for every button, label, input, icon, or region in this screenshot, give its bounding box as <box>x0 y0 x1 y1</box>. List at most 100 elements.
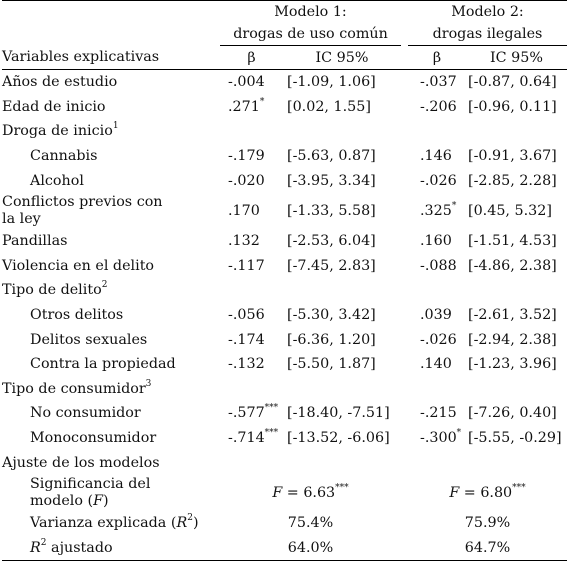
model1-ci: [-3.95, 3.34] <box>287 172 376 189</box>
model2-ci: [-4.86, 2.38] <box>468 257 557 274</box>
model1-ci: [-1.33, 5.58] <box>287 202 376 219</box>
model1-beta: -.020 <box>228 172 265 189</box>
model2-beta: -.037 <box>420 74 457 91</box>
model2-ci: [-7.26, 0.40] <box>468 405 557 422</box>
model1-beta-header: β <box>247 49 256 66</box>
model2-ci: [-1.51, 4.53] <box>468 233 557 250</box>
model1-beta: -.714*** <box>228 428 279 447</box>
table-row: Alcohol -.020 [-3.95, 3.34] -.026 [-2.85, 2.… <box>2 168 567 193</box>
model1-ci: [-5.50, 1.87] <box>287 356 376 373</box>
row-label: Violencia en el delito <box>2 257 155 274</box>
model1-ci-header: IC 95% <box>315 49 369 66</box>
model1-ci: [-6.36, 1.20] <box>287 331 376 348</box>
model1-ci: [-2.53, 6.04] <box>287 233 376 250</box>
row-label: Cannabis <box>30 148 98 165</box>
row-label: Tipo de delito2 <box>2 280 108 299</box>
table-row: Droga de inicio1 <box>2 119 567 144</box>
table-row: No consumidor -.577*** [-18.40, -7.51] -.21… <box>2 401 567 426</box>
model1-beta: -.056 <box>228 307 265 324</box>
row-label: No consumidor <box>30 405 141 422</box>
model1-adjusted-r2: 64.0% <box>287 539 334 556</box>
model1-beta: -.004 <box>228 74 265 91</box>
model2-variance: 75.9% <box>464 515 511 532</box>
table-row: Cannabis -.179 [-5.63, 0.87] .146 [-0.91, 3.… <box>2 144 567 169</box>
model2-ci: [-0.87, 0.64] <box>468 74 557 91</box>
significance-label: Significancia del modelo (F) <box>30 475 151 509</box>
model2-beta-header: β <box>432 49 442 66</box>
table-row: Años de estudio -.004 [-1.09, 1.06] -.037 [-… <box>2 70 567 95</box>
fit-section: Ajuste de los modelos Significancia del … <box>2 450 567 561</box>
row-label: Monoconsumidor <box>30 430 157 447</box>
table-row: Conflictos previos con la ley .170 [-1.33, … <box>2 193 567 229</box>
model1-subtitle: drogas de uso común <box>233 26 388 42</box>
model1-ci: [-18.40, -7.51] <box>287 405 390 422</box>
model2-ci: [0.45, 5.32] <box>468 202 552 219</box>
model1-beta: .132 <box>228 233 260 250</box>
row-label: Otros delitos <box>30 307 124 324</box>
model2-ci: [-1.23, 3.96] <box>468 356 557 373</box>
model2-beta: -.300* <box>420 428 462 447</box>
model1-ci: [-1.09, 1.06] <box>287 74 376 91</box>
model2-subtitle: drogas ilegales <box>432 26 543 42</box>
row-label: Pandillas <box>2 233 68 250</box>
model2-beta: -.206 <box>420 98 457 115</box>
model2-f-stat: F = 6.80*** <box>449 482 526 501</box>
model2-ci-header: IC 95% <box>490 49 543 66</box>
model2-adjusted-r2: 64.7% <box>464 539 511 556</box>
model2-header: Modelo 2: drogas ilegales <box>408 0 567 46</box>
model2-ci: [-0.91, 3.67] <box>468 148 557 165</box>
table-body: Años de estudio -.004 [-1.09, 1.06] -.037 [-… <box>2 70 567 451</box>
adjusted-r2-label: R2 ajustado <box>30 537 113 556</box>
model2-ci: [-2.85, 2.28] <box>468 172 557 189</box>
model2-beta: .325* <box>420 200 457 219</box>
table-row: Contra la propiedad -.132 [-5.50, 1.87] .14… <box>2 352 567 377</box>
table-row: Otros delitos -.056 [-5.30, 3.42] .039 [-2.6… <box>2 303 567 328</box>
row-label: Alcohol <box>30 172 84 189</box>
model1-beta: -.132 <box>228 356 265 373</box>
model1-ci: [0.02, 1.55] <box>287 98 371 115</box>
model1-ci: [-5.30, 3.42] <box>287 307 376 324</box>
model1-beta: -.174 <box>228 331 265 348</box>
table-row: Tipo de consumidor3 <box>2 377 567 402</box>
table-row: Violencia en el delito -.117 [-7.45, 2.83]… <box>2 254 567 279</box>
row-label: Droga de inicio1 <box>2 121 119 140</box>
row-label: Contra la propiedad <box>30 356 176 373</box>
table-row: Edad de inicio .271* [0.02, 1.55] -.206 [-0.… <box>2 95 567 120</box>
row-label: Edad de inicio <box>2 98 106 115</box>
model1-f-stat: F = 6.63*** <box>272 482 349 501</box>
model2-beta: -.215 <box>420 405 457 422</box>
model2-title: Modelo 2: <box>451 4 524 20</box>
model1-beta: -.577*** <box>228 403 279 422</box>
model2-ci: [-2.94, 2.38] <box>468 331 557 348</box>
table-row: Tipo de delito2 <box>2 278 567 303</box>
table-row: Delitos sexuales -.174 [-6.36, 1.20] -.026 [… <box>2 327 567 352</box>
model2-beta: -.088 <box>420 257 457 274</box>
variables-header: Variables explicativas <box>2 49 160 65</box>
model1-ci: [-5.63, 0.87] <box>287 148 376 165</box>
model1-header: Modelo 1: drogas de uso común <box>220 0 401 46</box>
model1-variance: 75.4% <box>287 515 334 532</box>
table-row: Monoconsumidor -.714*** [-13.52, -6.06] -.3… <box>2 426 567 451</box>
row-label: Tipo de consumidor3 <box>2 378 152 397</box>
model1-beta: -.179 <box>228 148 265 165</box>
model2-beta: -.026 <box>420 172 457 189</box>
model2-ci: [-0.96, 0.11] <box>468 98 557 115</box>
model2-ci: [-5.55, -0.29] <box>468 430 562 447</box>
model1-title: Modelo 1: <box>274 4 347 20</box>
model1-ci: [-7.45, 2.83] <box>287 257 376 274</box>
row-label: Conflictos previos con la ley <box>2 193 163 227</box>
model1-beta: -.117 <box>228 257 265 274</box>
model2-beta: .146 <box>420 148 452 165</box>
row-label: Delitos sexuales <box>30 331 148 348</box>
model2-beta: .160 <box>420 233 452 250</box>
row-label: Años de estudio <box>2 74 118 91</box>
model2-beta: .039 <box>420 307 452 324</box>
fit-section-label: Ajuste de los modelos <box>2 454 160 471</box>
model2-beta: .140 <box>420 356 452 373</box>
table-row: Pandillas .132 [-2.53, 6.04] .160 [-1.51, 4.… <box>2 229 567 254</box>
model2-beta: -.026 <box>420 331 457 348</box>
model2-ci: [-2.61, 3.52] <box>468 307 557 324</box>
model1-beta: .271* <box>228 96 265 115</box>
